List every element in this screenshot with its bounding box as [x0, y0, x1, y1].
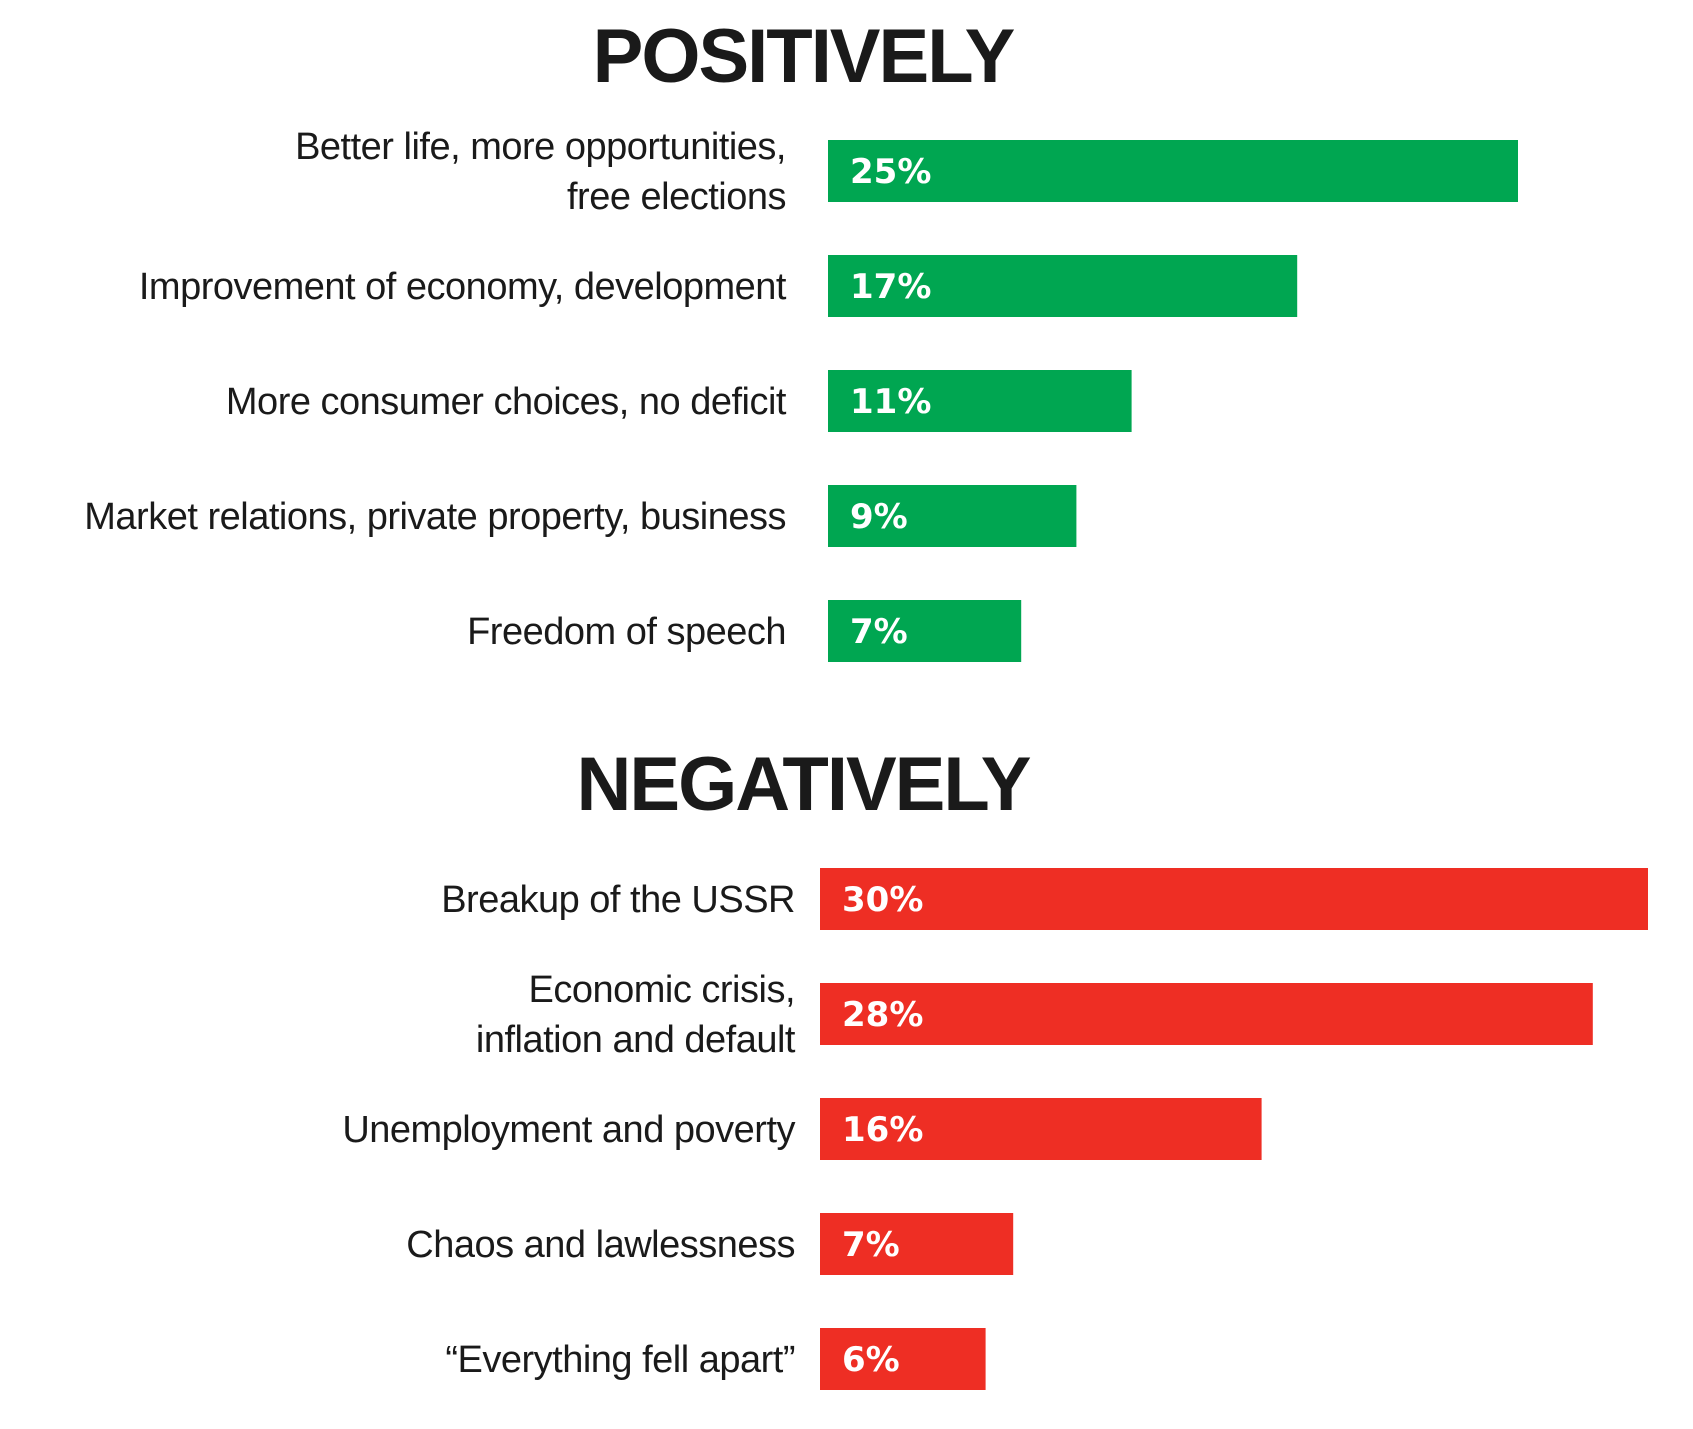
negative-category-label: Chaos and lawlessness	[406, 1224, 795, 1266]
positive-bar	[828, 140, 1518, 202]
negative-bar	[820, 868, 1648, 930]
positive-bar	[828, 600, 1022, 662]
positive-category-label: Freedom of speech	[467, 611, 786, 653]
negative-bar	[820, 1328, 986, 1390]
positive-bar	[828, 370, 1132, 432]
negative-bar	[820, 1098, 1262, 1160]
positive-category-label: Better life, more opportunities,	[295, 126, 786, 168]
negative-bar	[820, 1213, 1014, 1275]
positive-bar	[828, 255, 1298, 317]
positive-category-label: More consumer choices, no deficit	[226, 381, 787, 423]
positive-value-label: 9%	[850, 497, 908, 537]
negative-bar	[820, 983, 1593, 1045]
positive-bar	[828, 485, 1077, 547]
positive-category-label: Improvement of economy, development	[139, 266, 787, 308]
positive-value-label: 7%	[850, 612, 908, 652]
positive-category-label: Market relations, private property, busi…	[84, 496, 786, 538]
negative-category-label: Economic crisis,	[529, 969, 796, 1011]
negative-value-label: 28%	[842, 995, 923, 1035]
positive-value-label: 17%	[850, 267, 931, 307]
negative-value-label: 6%	[842, 1340, 900, 1380]
negative-category-label: “Everything fell apart”	[445, 1339, 795, 1381]
negative-category-label: Breakup of the USSR	[441, 879, 795, 921]
positive-category-label: free elections	[567, 176, 786, 218]
negative-category-label: inflation and default	[476, 1019, 796, 1061]
positive-value-label: 25%	[850, 152, 931, 192]
positive-value-label: 11%	[850, 382, 931, 422]
negative-value-label: 16%	[842, 1110, 923, 1150]
negative-value-label: 30%	[842, 880, 923, 920]
negative-value-label: 7%	[842, 1225, 900, 1265]
negative-category-label: Unemployment and poverty	[342, 1109, 795, 1151]
positive-section-title: POSITIVELY	[593, 14, 1015, 99]
negative-section-title: NEGATIVELY	[577, 742, 1031, 827]
